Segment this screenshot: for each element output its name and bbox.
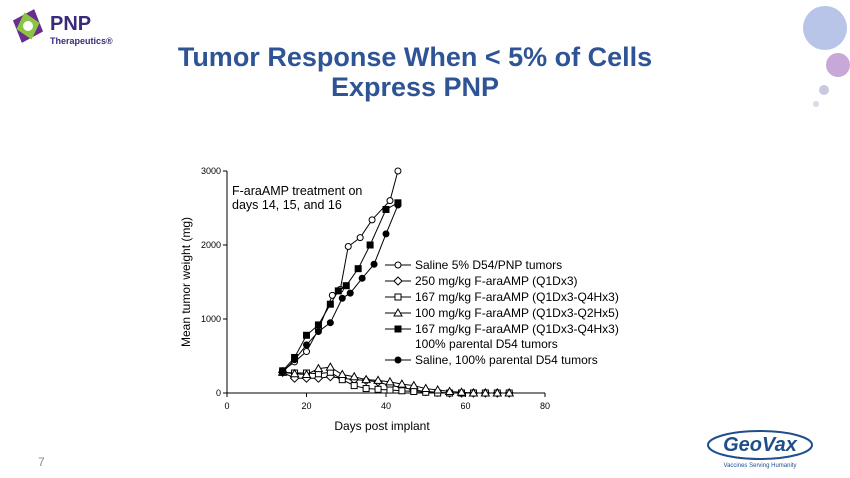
marker — [444, 386, 455, 396]
marker — [394, 356, 402, 364]
legend-entry: 250 mg/kg F-araAMP (Q1Dx3) — [385, 274, 635, 289]
marker — [342, 282, 350, 290]
marker — [394, 293, 402, 301]
y-tick-label: 1000 — [201, 314, 221, 324]
legend-label: Saline, 100% parental D54 tumors — [415, 353, 598, 367]
marker — [313, 363, 324, 373]
marker — [468, 387, 479, 397]
marker — [504, 387, 515, 397]
x-axis-label: Days post implant — [334, 419, 430, 433]
marker — [394, 167, 402, 175]
page-number: 7 — [38, 455, 45, 469]
marker — [346, 289, 354, 297]
legend-label: Saline 5% D54/PNP tumors — [415, 258, 563, 272]
annotation: F-araAMP treatment on days 14, 15, and 1… — [232, 184, 363, 212]
legend-label: 100 mg/kg F-araAMP (Q1Dx3-Q2Hx5) — [415, 306, 619, 320]
marker — [356, 234, 364, 242]
marker — [334, 287, 342, 295]
marker — [393, 307, 403, 317]
tagline: Vaccines Serving Humanity — [724, 463, 797, 469]
marker — [362, 385, 370, 393]
marker — [325, 362, 336, 371]
pnp-logo — [12, 9, 44, 43]
marker — [382, 230, 390, 238]
legend-icon — [385, 307, 411, 317]
marker — [344, 242, 352, 250]
marker — [303, 348, 310, 356]
marker — [480, 387, 491, 397]
legend-entry: 167 mg/kg F-araAMP (Q1Dx3-Q4Hx3) — [385, 290, 635, 305]
marker — [386, 197, 394, 205]
cell-image — [803, 6, 850, 107]
marker — [393, 276, 403, 286]
marker — [326, 300, 334, 308]
x-tick-label: 60 — [460, 401, 470, 411]
marker — [394, 261, 402, 269]
marker — [410, 388, 418, 396]
x-tick-label: 80 — [540, 401, 550, 411]
marker — [420, 383, 431, 393]
legend-icon — [385, 356, 411, 364]
marker — [394, 325, 402, 333]
marker — [432, 385, 443, 394]
marker — [337, 369, 348, 378]
legend-entry: 167 mg/kg F-araAMP (Q1Dx3-Q4Hx3) 100% pa… — [385, 322, 635, 352]
marker — [279, 368, 287, 376]
logo-name: PNP — [50, 13, 91, 35]
marker — [368, 216, 376, 224]
y-axis-label: Mean tumor weight (mg) — [179, 217, 193, 347]
marker — [385, 376, 395, 386]
legend-entry: Saline 5% D54/PNP tumors — [385, 258, 635, 273]
marker — [386, 386, 394, 394]
brand: GeoVax — [723, 434, 798, 456]
marker — [350, 382, 358, 390]
marker — [303, 331, 310, 339]
marker — [314, 321, 322, 329]
legend-label: 167 mg/kg F-araAMP (Q1Dx3-Q4Hx3) — [415, 290, 619, 304]
marker — [301, 369, 312, 378]
marker — [456, 387, 467, 396]
geovax-logo — [707, 430, 813, 460]
marker — [374, 385, 382, 393]
y-tick-label: 0 — [216, 388, 221, 398]
marker — [382, 205, 390, 213]
marker — [289, 368, 300, 378]
marker — [291, 356, 299, 364]
legend-entry: Saline, 100% parental D54 tumors — [385, 353, 635, 368]
legend-icon — [385, 276, 411, 286]
marker — [354, 265, 362, 273]
logo-sub: Therapeutics® — [50, 36, 113, 46]
legend-label: 250 mg/kg F-araAMP (Q1Dx3) — [415, 274, 578, 288]
x-tick-label: 20 — [301, 401, 311, 411]
legend-label: 167 mg/kg F-araAMP (Q1Dx3-Q4Hx3) 100% pa… — [415, 322, 619, 351]
y-tick-label: 2000 — [201, 240, 221, 250]
marker — [358, 274, 366, 282]
marker — [398, 387, 406, 395]
legend-icon — [385, 293, 411, 301]
y-tick-label: 3000 — [201, 166, 221, 176]
x-tick-label: 40 — [381, 401, 391, 411]
legend-icon — [385, 261, 411, 269]
marker — [373, 375, 383, 384]
marker — [394, 201, 402, 209]
marker — [492, 387, 503, 397]
x-tick-label: 0 — [224, 401, 229, 411]
marker — [326, 319, 334, 327]
marker — [303, 341, 310, 349]
marker — [408, 380, 419, 390]
marker — [314, 328, 322, 336]
marker — [366, 241, 374, 249]
marker — [349, 371, 360, 381]
legend: Saline 5% D54/PNP tumors 250 mg/kg F-araA… — [385, 258, 635, 369]
marker — [338, 294, 346, 302]
slide-title: Tumor Response When < 5% of Cells Expres… — [177, 42, 653, 102]
legend-entry: 100 mg/kg F-araAMP (Q1Dx3-Q2Hx5) — [385, 306, 635, 321]
marker — [361, 374, 371, 384]
marker — [370, 260, 378, 268]
marker — [397, 379, 407, 388]
legend-icon — [385, 325, 411, 333]
